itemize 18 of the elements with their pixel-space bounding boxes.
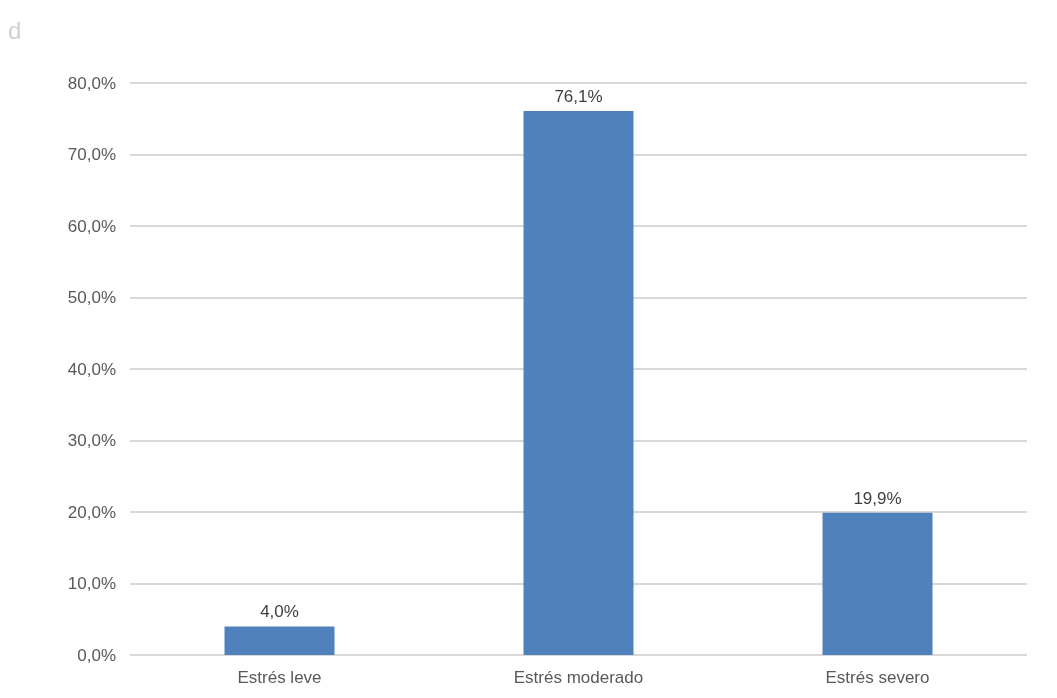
bar [523, 110, 634, 655]
y-tick-label: 0,0% [77, 645, 116, 665]
bar [822, 512, 933, 655]
bar [224, 626, 335, 655]
x-tick-label: Estrés moderado [513, 668, 644, 687]
x-tick-label: Estrés severo [825, 668, 930, 687]
y-tick-label: 40,0% [67, 359, 116, 379]
x-tick-label: Estrés leve [237, 668, 322, 687]
data-label: 76,1% [554, 86, 603, 106]
y-tick-label: 50,0% [67, 288, 116, 307]
y-tick-label: 20,0% [67, 502, 116, 522]
data-label: 4,0% [260, 602, 299, 622]
y-tick-label: 10,0% [67, 574, 116, 593]
y-tick-label: 30,0% [67, 431, 116, 450]
y-tick-label: 70,0% [67, 145, 116, 164]
data-label: 19,9% [853, 488, 902, 508]
y-tick-label: 60,0% [67, 216, 116, 236]
y-tick-label: 80,0% [67, 73, 116, 93]
